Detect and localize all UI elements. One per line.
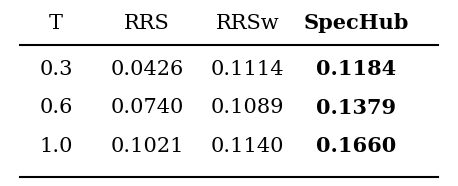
Text: T: T bbox=[49, 14, 63, 33]
Text: 0.1184: 0.1184 bbox=[316, 59, 397, 79]
Text: SpecHub: SpecHub bbox=[304, 13, 409, 33]
Text: 0.1140: 0.1140 bbox=[211, 137, 284, 156]
Text: 1.0: 1.0 bbox=[39, 137, 73, 156]
Text: 0.3: 0.3 bbox=[39, 60, 73, 79]
Text: 0.1114: 0.1114 bbox=[211, 60, 284, 79]
Text: 0.6: 0.6 bbox=[39, 98, 73, 117]
Text: 0.1660: 0.1660 bbox=[316, 136, 397, 156]
Text: 0.0426: 0.0426 bbox=[110, 60, 184, 79]
Text: 0.0740: 0.0740 bbox=[110, 98, 184, 117]
Text: 0.1021: 0.1021 bbox=[110, 137, 184, 156]
Text: RRS: RRS bbox=[124, 14, 170, 33]
Text: RRSw: RRSw bbox=[215, 14, 279, 33]
Text: 0.1379: 0.1379 bbox=[316, 98, 397, 118]
Text: 0.1089: 0.1089 bbox=[211, 98, 284, 117]
